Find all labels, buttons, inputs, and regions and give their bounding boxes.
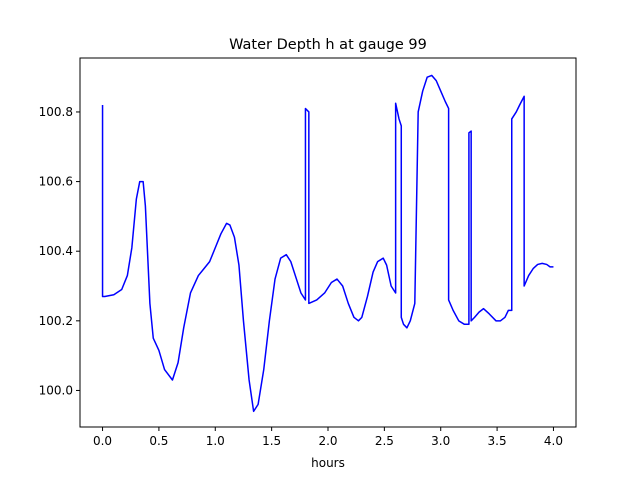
x-tick-label: 0.0 xyxy=(93,434,112,448)
y-tick-label: 100.8 xyxy=(39,105,73,119)
series-line-0 xyxy=(101,74,554,413)
y-tick-label: 100.0 xyxy=(39,383,73,397)
y-tick-label: 100.2 xyxy=(39,314,73,328)
chart-title: Water Depth h at gauge 99 xyxy=(229,37,427,53)
x-tick-label: 3.0 xyxy=(431,434,450,448)
x-tick-label: 0.5 xyxy=(149,434,168,448)
y-tick-label: 100.6 xyxy=(39,175,73,189)
plot-area xyxy=(80,58,576,427)
y-tick-label: 100.4 xyxy=(39,244,73,258)
x-tick-label: 4.0 xyxy=(544,434,563,448)
x-tick-label: 1.0 xyxy=(206,434,225,448)
x-tick-label: 1.5 xyxy=(262,434,281,448)
x-tick-label: 3.5 xyxy=(488,434,507,448)
x-axis-label: hours xyxy=(311,456,345,470)
series-layer xyxy=(101,74,554,413)
x-tick-label: 2.5 xyxy=(375,434,394,448)
y-axis-ticks: 100.0 100.2 100.4 100.6 100.8 xyxy=(39,105,80,397)
x-tick-label: 2.0 xyxy=(318,434,337,448)
x-axis-ticks: 0.0 0.5 1.0 1.5 2.0 2.5 3.0 3.5 4.0 xyxy=(93,427,563,448)
